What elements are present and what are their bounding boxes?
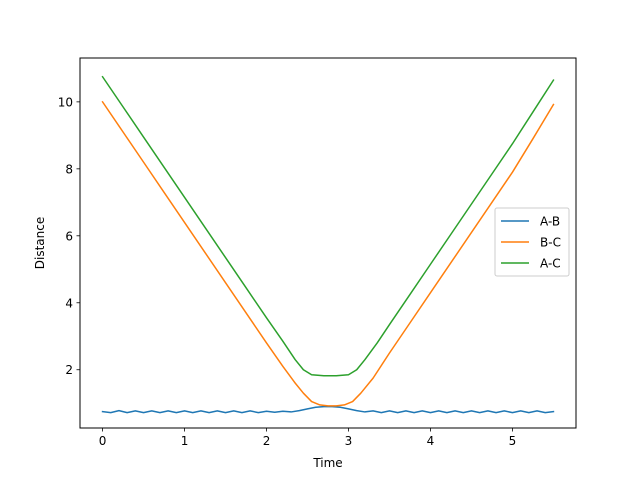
y-axis-label: Distance <box>33 217 47 269</box>
legend-label-b-c: B-C <box>540 236 561 250</box>
x-axis: 0 1 2 3 4 5 <box>99 428 517 448</box>
x-tick-label: 5 <box>509 434 517 448</box>
y-tick-label: 10 <box>58 95 73 109</box>
series-line-b-c <box>101 100 555 407</box>
x-axis-label: Time <box>312 456 342 470</box>
x-tick-label: 3 <box>345 434 353 448</box>
x-tick-label: 1 <box>181 434 189 448</box>
legend-label-a-b: A-B <box>540 215 560 229</box>
series-line-a-c <box>101 75 555 377</box>
series-layer <box>101 75 555 414</box>
y-axis: 2 4 6 8 10 <box>58 95 80 377</box>
legend: A-B B-C A-C <box>494 207 570 277</box>
y-tick-label: 8 <box>65 162 73 176</box>
legend-label-a-c: A-C <box>540 257 561 271</box>
plot-frame <box>79 57 577 429</box>
x-tick-label: 2 <box>263 434 271 448</box>
y-tick-label: 2 <box>65 363 73 377</box>
y-tick-label: 4 <box>65 296 73 310</box>
x-tick-label: 0 <box>99 434 107 448</box>
y-tick-label: 6 <box>65 229 73 243</box>
legend-frame <box>494 207 570 277</box>
x-tick-label: 4 <box>427 434 435 448</box>
